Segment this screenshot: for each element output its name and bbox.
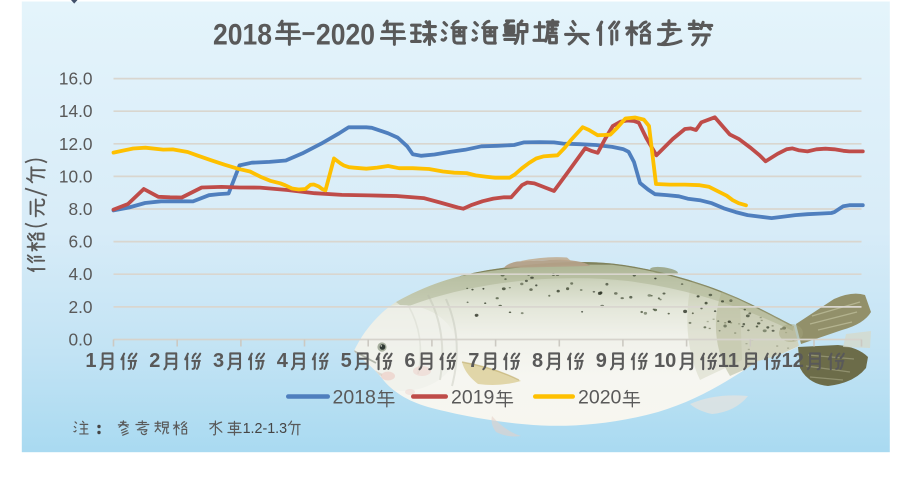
svg-text:3: 3 [213,350,224,372]
svg-text:12: 12 [782,350,804,372]
svg-text:5: 5 [341,350,352,372]
svg-text:8.0: 8.0 [68,199,92,219]
svg-text:7: 7 [468,350,479,372]
svg-text:2018: 2018 [213,18,272,51]
svg-text:2020: 2020 [578,387,622,409]
svg-text:11: 11 [718,350,739,372]
svg-text:1: 1 [85,350,96,372]
svg-text:6.0: 6.0 [68,232,92,252]
svg-text:10.0: 10.0 [59,166,93,186]
svg-text:2019: 2019 [451,387,494,409]
svg-text:16.0: 16.0 [59,69,93,89]
svg-text:9: 9 [596,350,607,372]
svg-text:4.0: 4.0 [68,264,92,284]
svg-text:2020: 2020 [316,18,375,51]
svg-text:2018: 2018 [333,387,376,409]
svg-text:1.2-1.3: 1.2-1.3 [243,421,288,437]
svg-text:8: 8 [532,350,543,372]
svg-text:10: 10 [654,350,676,372]
svg-text:6: 6 [404,350,415,372]
svg-text:2.0: 2.0 [68,297,92,317]
svg-text:2: 2 [149,350,160,372]
svg-text:14.0: 14.0 [59,101,93,121]
svg-text:4: 4 [277,350,289,372]
svg-text:12.0: 12.0 [59,134,93,154]
svg-text:0.0: 0.0 [68,330,92,350]
